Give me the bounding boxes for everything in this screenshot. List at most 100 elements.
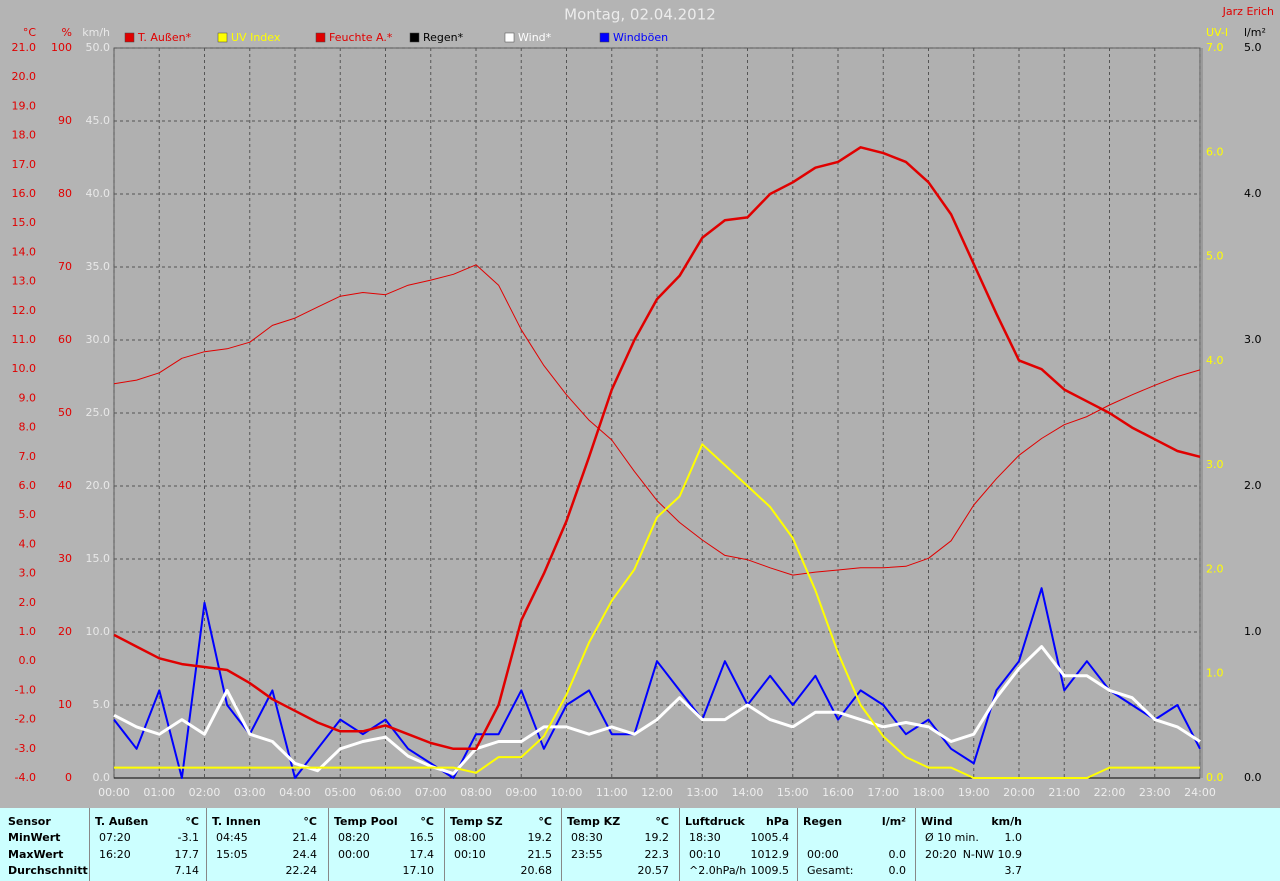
x-tick-label: 11:00	[596, 786, 628, 799]
y-tick-label: 60	[58, 333, 72, 346]
table-cell: MaxWert	[8, 848, 64, 861]
table-cell: 7.14	[174, 864, 200, 877]
legend-swatch	[599, 32, 610, 43]
table-cell: 23:55	[571, 848, 603, 861]
y-tick-label: 90	[58, 114, 72, 127]
legend-swatch	[504, 32, 515, 43]
x-tick-label: 13:00	[686, 786, 718, 799]
table-cell: 19.2	[644, 831, 670, 844]
y-tick-label: 2.0	[19, 596, 37, 609]
table-cell: Sensor	[8, 815, 51, 828]
table-cell: °C	[185, 815, 199, 828]
x-tick-label: 17:00	[867, 786, 899, 799]
legend-label: Regen*	[423, 31, 464, 44]
table-cell: 17.4	[409, 848, 435, 861]
y-tick-label: 0.0	[93, 771, 111, 784]
table-cell: 04:45	[216, 831, 248, 844]
y-tick-label: 40	[58, 479, 72, 492]
y-tick-label: 30	[58, 552, 72, 565]
table-cell: 22.3	[644, 848, 670, 861]
y-tick-label: 25.0	[86, 406, 111, 419]
separator	[561, 808, 562, 881]
table-cell: 21.5	[527, 848, 553, 861]
y-tick-label: 20.0	[12, 70, 37, 83]
table-cell: 00:10	[454, 848, 486, 861]
y-tick-label: 3.0	[19, 567, 37, 580]
table-cell: Regen	[803, 815, 843, 828]
x-tick-label: 23:00	[1139, 786, 1171, 799]
table-cell: hPa	[765, 815, 789, 828]
table-cell: km/h	[991, 815, 1022, 828]
table-cell: T. Innen	[212, 815, 261, 828]
table-cell: Wind	[921, 815, 953, 828]
y-tick-label: -4.0	[15, 771, 36, 784]
axis-unit: UV-I	[1206, 26, 1228, 39]
x-tick-label: 24:00	[1184, 786, 1216, 799]
legend-swatch	[315, 32, 326, 43]
x-tick-label: 22:00	[1094, 786, 1126, 799]
table-cell: Temp Pool	[334, 815, 398, 828]
legend-swatch	[409, 32, 420, 43]
y-tick-label: -3.0	[15, 742, 36, 755]
x-tick-label: 07:00	[415, 786, 447, 799]
table-cell: 18:30	[689, 831, 721, 844]
y-tick-label: 45.0	[86, 114, 111, 127]
x-tick-label: 10:00	[551, 786, 583, 799]
y-tick-label: 8.0	[19, 421, 37, 434]
legend-swatch	[124, 32, 135, 43]
table-cell: °C	[538, 815, 552, 828]
separator	[915, 808, 916, 881]
y-tick-label: 21.0	[12, 41, 37, 54]
table-cell: -3.1	[177, 831, 199, 844]
legend-label: Feuchte A.*	[329, 31, 393, 44]
y-tick-label: 0.0	[1244, 771, 1262, 784]
y-tick-label: 40.0	[86, 187, 111, 200]
series-line	[113, 645, 1201, 776]
x-tick-label: 02:00	[189, 786, 221, 799]
axis-unit: °C	[23, 26, 37, 39]
table-cell: ^2.0hPa/h	[689, 864, 747, 877]
table-cell: Temp KZ	[567, 815, 621, 828]
y-tick-label: -1.0	[15, 683, 36, 696]
y-tick-label: 20	[58, 625, 72, 638]
y-tick-label: 1.0	[19, 625, 37, 638]
stats-table: Sensor MinWert MaxWert Durchschnitt T. Außen…	[0, 808, 1280, 881]
x-tick-label: 20:00	[1003, 786, 1035, 799]
table-cell: Temp SZ	[450, 815, 503, 828]
x-tick-label: 06:00	[370, 786, 402, 799]
table-cell: 20.68	[520, 864, 553, 877]
separator	[444, 808, 445, 881]
y-tick-label: 20.0	[86, 479, 111, 492]
table-cell: 16.5	[409, 831, 435, 844]
legend-label: Wind*	[518, 31, 552, 44]
y-tick-label: 16.0	[12, 187, 37, 200]
table-cell: Luftdruck	[685, 815, 745, 828]
y-tick-label: 4.0	[19, 537, 37, 550]
y-tick-label: 6.0	[1206, 145, 1224, 158]
x-tick-label: 01:00	[143, 786, 175, 799]
legend-label: T. Außen*	[137, 31, 192, 44]
table-cell: 20.57	[637, 864, 670, 877]
table-cell: N-NW 10.9	[962, 848, 1022, 861]
y-tick-label: 1.0	[1206, 667, 1224, 680]
y-tick-label: 10.0	[86, 625, 111, 638]
table-cell: 07:20	[99, 831, 131, 844]
series-line	[114, 443, 1200, 779]
y-tick-label: 4.0	[1244, 187, 1262, 200]
y-tick-label: 9.0	[19, 391, 37, 404]
table-cell: 00:10	[689, 848, 721, 861]
y-tick-label: 5.0	[1244, 41, 1262, 54]
table-cell: 22.24	[285, 864, 318, 877]
table-cell: 00:00	[807, 848, 839, 861]
table-cell: 15:05	[216, 848, 248, 861]
table-cell: 1012.9	[750, 848, 790, 861]
table-cell: 24.4	[292, 848, 318, 861]
table-cell: 19.2	[527, 831, 553, 844]
y-tick-label: -2.0	[15, 713, 36, 726]
legend-label: UV Index	[231, 31, 281, 44]
legend-swatch	[217, 32, 228, 43]
x-tick-label: 21:00	[1048, 786, 1080, 799]
y-tick-label: 10	[58, 698, 72, 711]
y-tick-label: 3.0	[1206, 458, 1224, 471]
